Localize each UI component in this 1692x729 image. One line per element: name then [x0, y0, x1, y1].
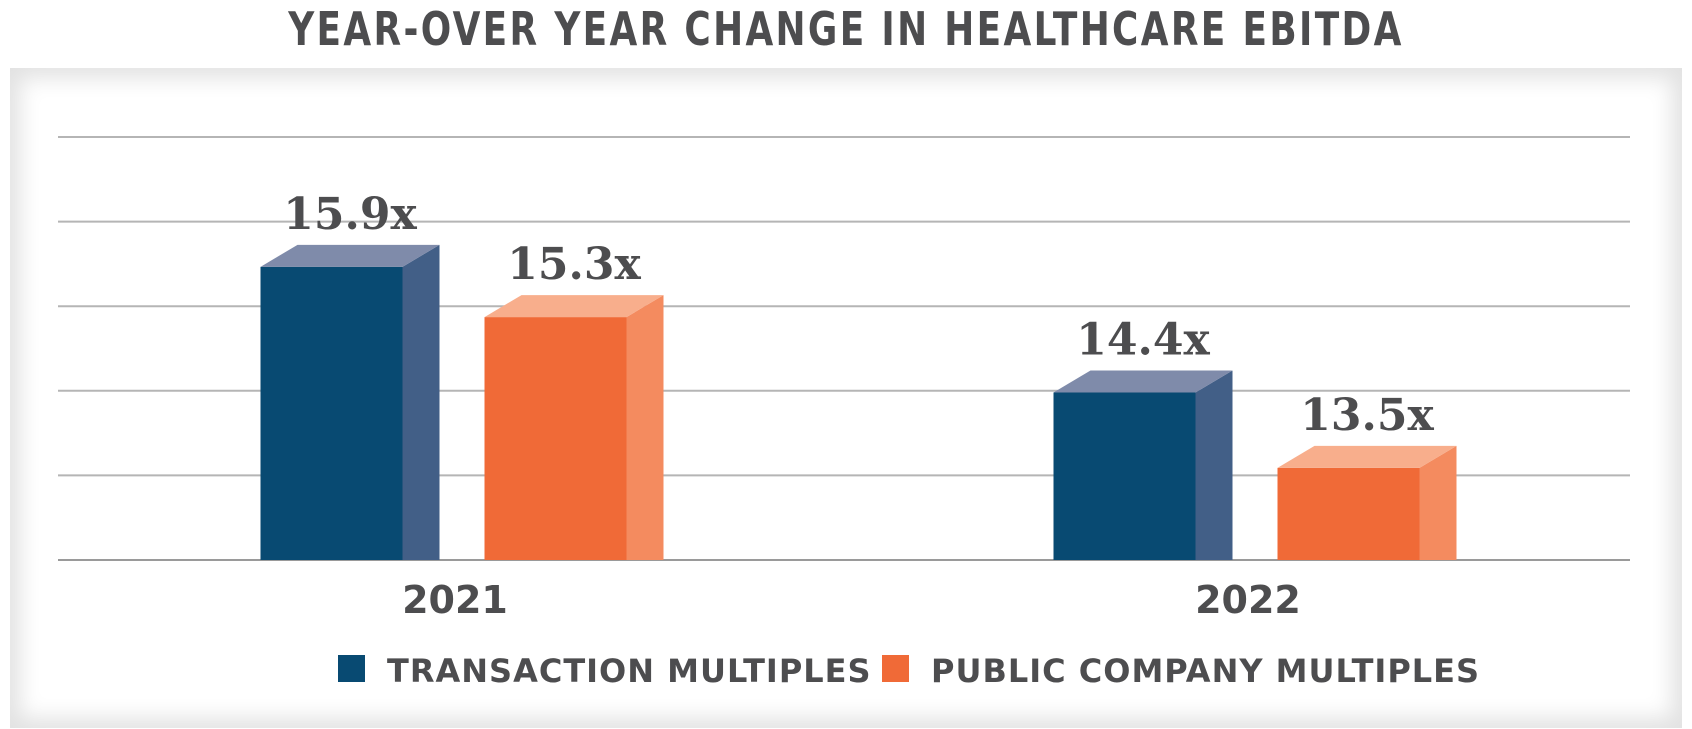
bar-value-label: 15.9x: [283, 189, 417, 240]
legend-label: TRANSACTION MULTIPLES: [387, 652, 872, 690]
bar-top: [484, 295, 664, 318]
bar-side: [1195, 370, 1233, 560]
legend-swatch: [338, 655, 365, 682]
category-label: 2021: [402, 578, 508, 622]
bar-value-label: 15.3x: [507, 239, 641, 290]
legend-swatch: [882, 655, 909, 682]
category-label: 2022: [1195, 578, 1301, 622]
legend-label: PUBLIC COMPANY MULTIPLES: [931, 652, 1480, 690]
bar-side: [402, 244, 440, 561]
bar-top: [1053, 370, 1233, 393]
bar-front-public-2021: [484, 317, 627, 560]
bar-side: [1419, 445, 1457, 560]
bar-value-label: 14.4x: [1076, 314, 1210, 365]
bar-front-transaction-2022: [1053, 392, 1196, 560]
bar-top: [1277, 445, 1457, 468]
bar-front-transaction-2021: [260, 266, 403, 560]
bar-front-public-2022: [1277, 467, 1420, 560]
bar-side: [626, 295, 664, 560]
bar-value-label: 13.5x: [1300, 390, 1434, 441]
bar-top: [260, 244, 440, 267]
